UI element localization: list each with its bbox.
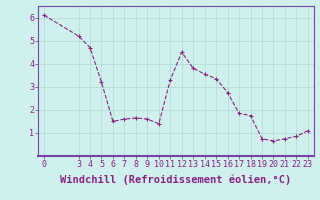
- X-axis label: Windchill (Refroidissement éolien,°C): Windchill (Refroidissement éolien,°C): [60, 175, 292, 185]
